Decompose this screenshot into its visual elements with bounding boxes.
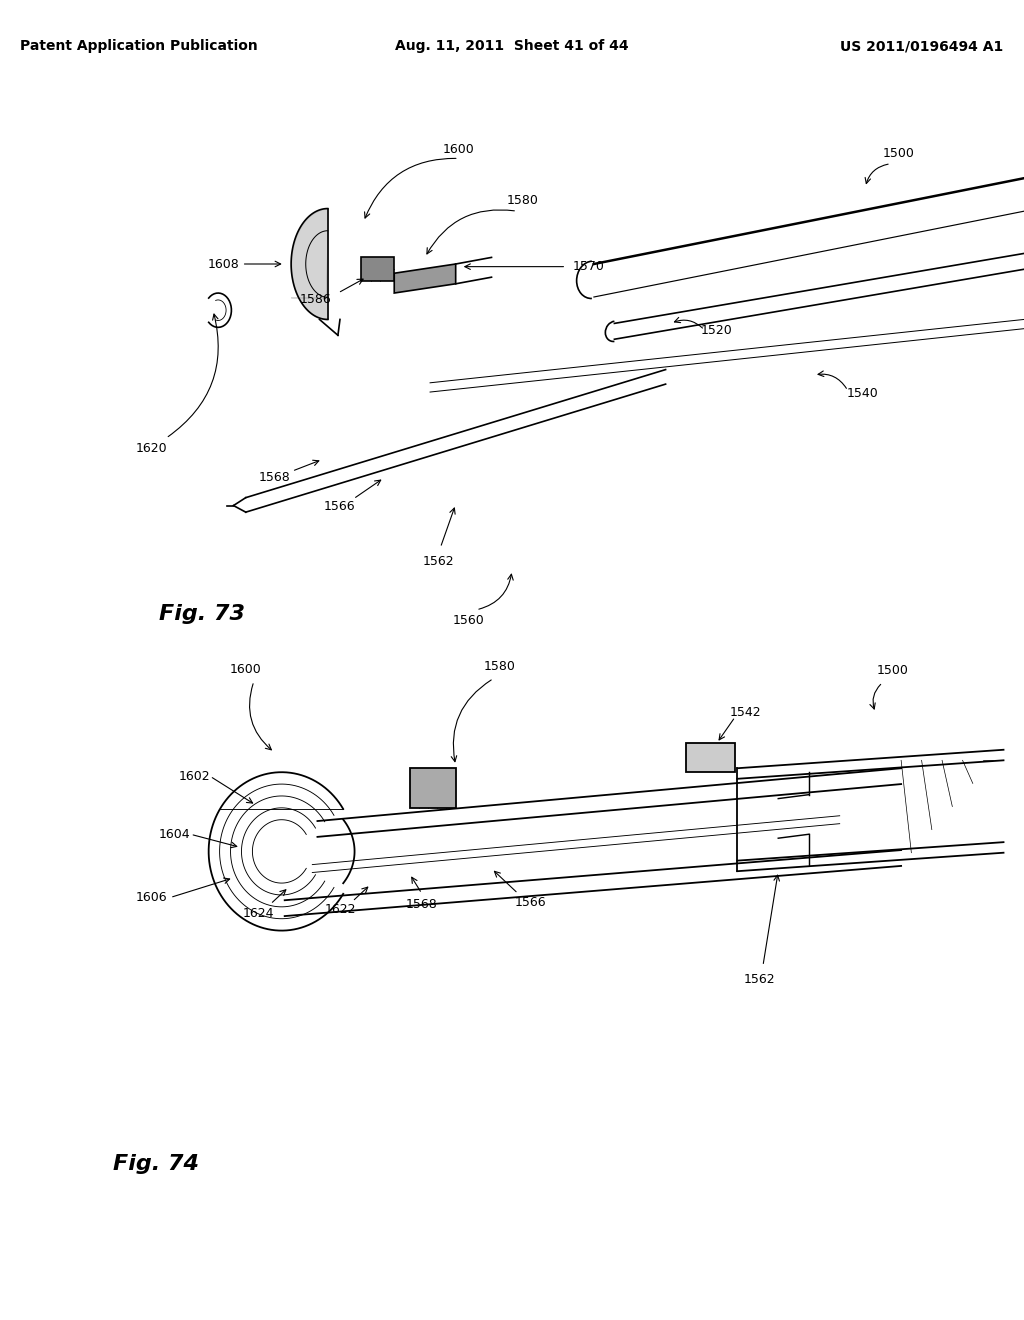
Bar	[361, 257, 394, 281]
Text: 1520: 1520	[700, 323, 733, 337]
Text: 1622: 1622	[325, 903, 355, 916]
Text: 1560: 1560	[453, 614, 485, 627]
Text: 1568: 1568	[258, 471, 291, 484]
Text: 1500: 1500	[877, 664, 909, 677]
Text: 1586: 1586	[299, 293, 332, 306]
Text: 1602: 1602	[179, 770, 210, 783]
Text: 1580: 1580	[506, 194, 539, 207]
Text: 1562: 1562	[744, 973, 775, 986]
Text: 1566: 1566	[515, 896, 546, 909]
Text: Fig. 74: Fig. 74	[113, 1154, 199, 1175]
Text: 1580: 1580	[483, 660, 516, 673]
Text: 1562: 1562	[423, 554, 454, 568]
Text: 1570: 1570	[572, 260, 605, 273]
Text: 1608: 1608	[207, 257, 240, 271]
Text: 1606: 1606	[136, 891, 167, 904]
Text: Aug. 11, 2011  Sheet 41 of 44: Aug. 11, 2011 Sheet 41 of 44	[395, 40, 629, 53]
Text: Fig. 73: Fig. 73	[159, 603, 245, 624]
Text: 1568: 1568	[406, 898, 438, 911]
Text: 1540: 1540	[846, 387, 879, 400]
Polygon shape	[394, 264, 456, 293]
Text: 1566: 1566	[325, 500, 355, 513]
Text: 1600: 1600	[442, 143, 475, 156]
Text: US 2011/0196494 A1: US 2011/0196494 A1	[841, 40, 1004, 53]
Text: 1542: 1542	[730, 706, 761, 719]
Text: 1620: 1620	[136, 442, 167, 455]
Text: 1500: 1500	[883, 147, 915, 160]
Text: 1600: 1600	[229, 663, 262, 676]
Bar	[410, 768, 456, 808]
Text: 1624: 1624	[243, 907, 273, 920]
Text: Patent Application Publication: Patent Application Publication	[20, 40, 258, 53]
Bar	[686, 743, 735, 772]
Text: 1604: 1604	[159, 828, 189, 841]
